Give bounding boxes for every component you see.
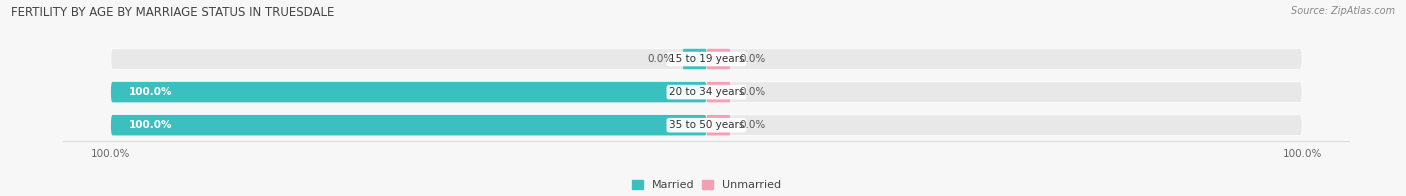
Text: 100.0%: 100.0% [129,87,173,97]
Text: FERTILITY BY AGE BY MARRIAGE STATUS IN TRUESDALE: FERTILITY BY AGE BY MARRIAGE STATUS IN T… [11,6,335,19]
Text: 0.0%: 0.0% [740,87,765,97]
FancyBboxPatch shape [111,49,1302,69]
Legend: Married, Unmarried: Married, Unmarried [628,175,785,194]
FancyBboxPatch shape [707,49,730,69]
Text: 20 to 34 years: 20 to 34 years [669,87,744,97]
Text: 0.0%: 0.0% [740,54,765,64]
Text: 0.0%: 0.0% [648,54,673,64]
Text: 0.0%: 0.0% [740,120,765,130]
Text: 15 to 19 years: 15 to 19 years [669,54,744,64]
FancyBboxPatch shape [111,82,1302,102]
Text: Source: ZipAtlas.com: Source: ZipAtlas.com [1291,6,1395,16]
FancyBboxPatch shape [707,115,730,135]
FancyBboxPatch shape [707,82,730,102]
FancyBboxPatch shape [111,115,707,135]
Text: 100.0%: 100.0% [129,120,173,130]
FancyBboxPatch shape [683,49,707,69]
Text: 35 to 50 years: 35 to 50 years [669,120,744,130]
FancyBboxPatch shape [111,115,1302,135]
FancyBboxPatch shape [111,82,707,102]
